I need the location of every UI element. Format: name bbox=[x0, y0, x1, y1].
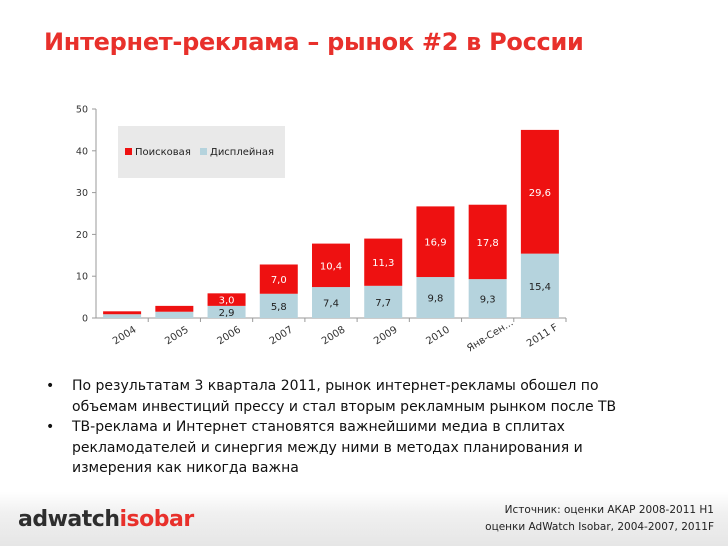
legend-swatch-search bbox=[125, 148, 132, 155]
data-label-display: 15,4 bbox=[529, 282, 551, 293]
source-line-2: оценки AdWatch Isobar, 2004-2007, 2011F bbox=[485, 521, 714, 533]
bullet-item: • По результатам 3 квартала 2011, рынок … bbox=[46, 376, 646, 417]
bar-segment-search bbox=[520, 129, 559, 254]
data-label-search: 11,3 bbox=[372, 258, 394, 269]
data-label-search: 3,0 bbox=[219, 296, 235, 307]
data-label-display: 2,9 bbox=[219, 308, 235, 319]
y-tick-label: 40 bbox=[76, 146, 88, 157]
bullet-text: ТВ-реклама и Интернет становятся важнейш… bbox=[72, 419, 583, 476]
bar-segment-search bbox=[207, 293, 246, 306]
footer-bar: adwatchisobar Источник: оценки АКАР 2008… bbox=[0, 492, 728, 546]
bar-segment-search bbox=[155, 305, 194, 312]
x-tick-label: 2009 bbox=[372, 324, 399, 347]
y-tick-label: 50 bbox=[76, 105, 88, 116]
bullet-dot-icon: • bbox=[46, 378, 55, 394]
y-tick-label: 20 bbox=[76, 230, 88, 241]
x-tick-label: Янв-Сен... bbox=[465, 317, 515, 354]
bar-segment-display bbox=[520, 253, 559, 318]
data-label-display: 7,4 bbox=[323, 299, 339, 310]
x-tick-label: 2005 bbox=[163, 324, 190, 347]
data-label-search: 17,8 bbox=[477, 238, 499, 249]
bullet-item: • ТВ-реклама и Интернет становятся важне… bbox=[46, 417, 646, 479]
bar-segment-display bbox=[468, 279, 507, 318]
bullet-list: • По результатам 3 квартала 2011, рынок … bbox=[46, 376, 646, 479]
bar-segment-display bbox=[103, 314, 142, 318]
bullet-text: По результатам 3 квартала 2011, рынок ин… bbox=[72, 378, 617, 415]
data-label-display: 7,7 bbox=[375, 298, 391, 309]
bullet-dot-icon: • bbox=[46, 419, 55, 435]
data-label-search: 7,0 bbox=[271, 275, 287, 286]
data-label-search: 16,9 bbox=[424, 238, 446, 249]
bar-segment-display bbox=[259, 293, 298, 318]
logo-part-adwatch: adwatch bbox=[18, 507, 120, 532]
data-label-search: 29,6 bbox=[529, 188, 551, 199]
legend-label-display: Дисплейная bbox=[210, 147, 274, 158]
source-line-1: Источник: оценки АКАР 2008-2011 H1 bbox=[504, 504, 714, 516]
bar-segment-search bbox=[312, 243, 350, 288]
bar-segment-display bbox=[416, 277, 455, 318]
x-tick-label: 2008 bbox=[320, 324, 347, 347]
x-tick-label: 2006 bbox=[216, 324, 243, 347]
data-label-display: 5,8 bbox=[271, 302, 287, 313]
data-label-display: 9,8 bbox=[427, 294, 443, 305]
data-label-search: 10,4 bbox=[320, 261, 342, 272]
y-tick-label: 10 bbox=[76, 272, 88, 283]
bar-segment-search bbox=[468, 204, 507, 280]
bar-segment-search bbox=[364, 238, 403, 286]
adwatch-isobar-logo: adwatchisobar bbox=[18, 507, 194, 532]
x-tick-label: 2010 bbox=[424, 324, 451, 347]
bar-segment-display bbox=[155, 311, 194, 318]
bar-segment-display bbox=[364, 285, 403, 318]
source-note: Источник: оценки АКАР 2008-2011 H1 оценк… bbox=[485, 502, 714, 536]
x-tick-label: 2011 F bbox=[525, 322, 560, 350]
bar-segment-search bbox=[103, 311, 142, 315]
data-label-display: 9,3 bbox=[480, 295, 496, 306]
y-tick-label: 30 bbox=[76, 188, 88, 199]
y-tick-label: 0 bbox=[82, 314, 88, 325]
x-tick-label: 2007 bbox=[268, 324, 295, 347]
logo-part-isobar: isobar bbox=[119, 507, 194, 532]
bar-segment-search bbox=[416, 206, 455, 278]
legend-swatch-display bbox=[200, 148, 207, 155]
legend-label-search: Поисковая bbox=[135, 147, 191, 158]
slide-title: Интернет-реклама – рынок #2 в России bbox=[44, 28, 584, 56]
bar-segment-display bbox=[207, 305, 246, 318]
x-tick-label: 2004 bbox=[111, 324, 138, 347]
bar-segment-display bbox=[312, 287, 350, 318]
bar-segment-search bbox=[259, 264, 298, 294]
